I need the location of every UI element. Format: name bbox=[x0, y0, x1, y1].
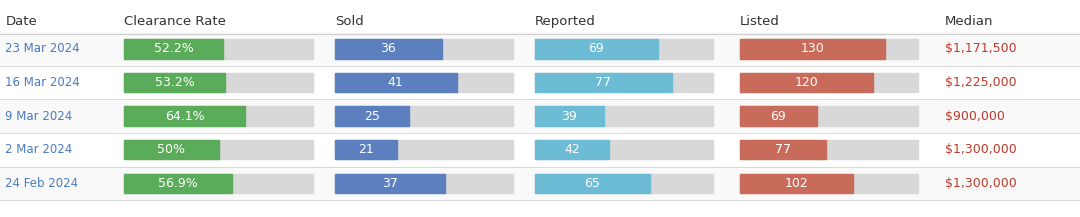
Bar bbox=[740, 73, 918, 92]
Bar bbox=[535, 140, 713, 159]
Bar bbox=[740, 140, 918, 159]
Bar bbox=[335, 174, 445, 193]
Text: 23 Mar 2024: 23 Mar 2024 bbox=[5, 42, 80, 55]
Text: 69: 69 bbox=[770, 110, 786, 123]
Text: 24 Feb 2024: 24 Feb 2024 bbox=[5, 177, 79, 190]
Bar bbox=[124, 39, 313, 59]
Bar bbox=[0, 167, 1080, 200]
Text: Clearance Rate: Clearance Rate bbox=[124, 15, 226, 28]
Bar bbox=[740, 73, 874, 92]
Text: Listed: Listed bbox=[740, 15, 780, 28]
Bar bbox=[535, 39, 713, 59]
Bar bbox=[740, 106, 816, 126]
Text: 130: 130 bbox=[800, 42, 824, 55]
Bar bbox=[740, 174, 918, 193]
Text: Sold: Sold bbox=[335, 15, 364, 28]
Text: $900,000: $900,000 bbox=[945, 110, 1004, 123]
Text: 77: 77 bbox=[595, 76, 611, 89]
Bar bbox=[740, 39, 918, 59]
Bar bbox=[535, 106, 713, 126]
Text: 25: 25 bbox=[364, 110, 380, 123]
Text: 53.2%: 53.2% bbox=[154, 76, 194, 89]
Text: 77: 77 bbox=[774, 143, 791, 156]
Bar bbox=[335, 73, 457, 92]
Bar bbox=[0, 99, 1080, 133]
Text: $1,225,000: $1,225,000 bbox=[945, 76, 1016, 89]
Text: 36: 36 bbox=[380, 42, 396, 55]
Bar bbox=[124, 140, 218, 159]
Text: 50%: 50% bbox=[158, 143, 186, 156]
Text: 39: 39 bbox=[562, 110, 577, 123]
Bar bbox=[124, 174, 313, 193]
Text: 9 Mar 2024: 9 Mar 2024 bbox=[5, 110, 72, 123]
Text: Median: Median bbox=[945, 15, 994, 28]
Bar bbox=[0, 66, 1080, 99]
Text: $1,300,000: $1,300,000 bbox=[945, 143, 1016, 156]
Bar bbox=[740, 174, 853, 193]
Text: $1,300,000: $1,300,000 bbox=[945, 177, 1016, 190]
Text: 64.1%: 64.1% bbox=[165, 110, 204, 123]
Text: 102: 102 bbox=[785, 177, 809, 190]
Text: 69: 69 bbox=[589, 42, 604, 55]
Text: $1,171,500: $1,171,500 bbox=[945, 42, 1016, 55]
Bar bbox=[535, 106, 604, 126]
Bar bbox=[535, 73, 672, 92]
Bar bbox=[335, 106, 513, 126]
Bar bbox=[535, 174, 650, 193]
Bar bbox=[335, 174, 513, 193]
Bar bbox=[124, 73, 225, 92]
Text: Date: Date bbox=[5, 15, 37, 28]
Bar bbox=[335, 39, 513, 59]
Bar bbox=[335, 73, 513, 92]
Bar bbox=[124, 39, 222, 59]
Bar bbox=[335, 106, 409, 126]
Text: 21: 21 bbox=[359, 143, 374, 156]
Bar bbox=[0, 133, 1080, 167]
Bar bbox=[535, 140, 609, 159]
Bar bbox=[124, 106, 313, 126]
Text: 65: 65 bbox=[584, 177, 600, 190]
Bar bbox=[740, 106, 918, 126]
Bar bbox=[535, 174, 713, 193]
Bar bbox=[335, 39, 442, 59]
Bar bbox=[535, 73, 713, 92]
Bar bbox=[740, 39, 885, 59]
Text: 37: 37 bbox=[382, 177, 397, 190]
Bar bbox=[124, 174, 232, 193]
Text: 42: 42 bbox=[564, 143, 580, 156]
Text: 16 Mar 2024: 16 Mar 2024 bbox=[5, 76, 80, 89]
Bar bbox=[535, 39, 658, 59]
Bar bbox=[124, 73, 313, 92]
Text: 120: 120 bbox=[795, 76, 819, 89]
Bar bbox=[335, 140, 513, 159]
Bar bbox=[124, 140, 313, 159]
Text: Reported: Reported bbox=[535, 15, 595, 28]
Text: 52.2%: 52.2% bbox=[153, 42, 193, 55]
Bar bbox=[124, 106, 245, 126]
Text: 41: 41 bbox=[388, 76, 404, 89]
Bar bbox=[0, 32, 1080, 66]
Text: 2 Mar 2024: 2 Mar 2024 bbox=[5, 143, 72, 156]
Bar bbox=[335, 140, 397, 159]
Bar bbox=[740, 140, 825, 159]
Text: 56.9%: 56.9% bbox=[158, 177, 198, 190]
